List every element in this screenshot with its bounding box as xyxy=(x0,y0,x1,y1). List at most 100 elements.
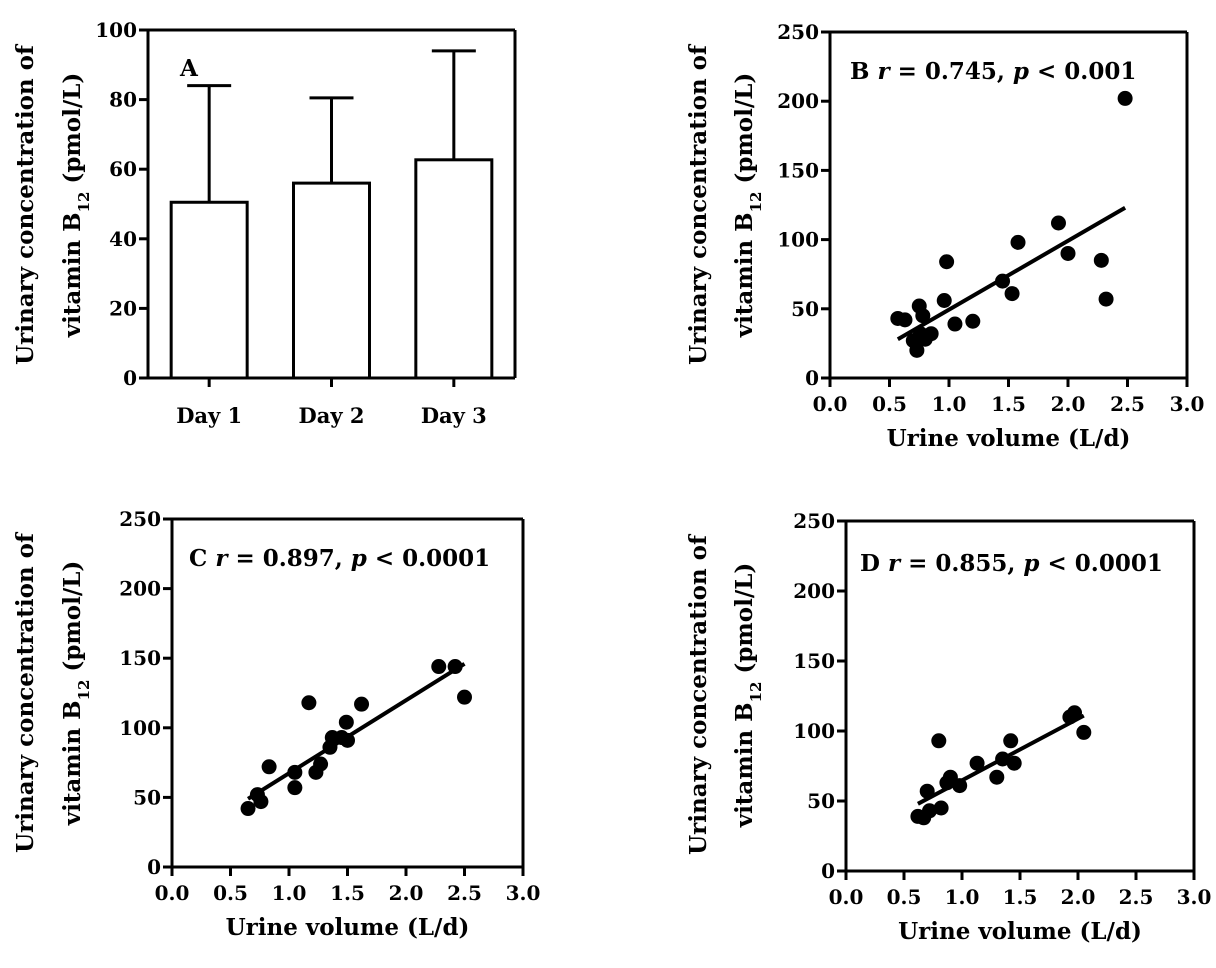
r-value: = 0.897, xyxy=(227,545,350,572)
panel-letter: A xyxy=(179,55,199,82)
ylabel-unit: (pmol/L) xyxy=(59,561,86,680)
y-tick-label: 40 xyxy=(109,227,137,251)
ylabel-subscript: 12 xyxy=(75,680,93,701)
ylabel-unit: (pmol/L) xyxy=(731,73,758,192)
x-tick-label: 2.0 xyxy=(1051,392,1086,416)
x-category-label: Day 2 xyxy=(299,403,365,428)
x-tick-label: 1.5 xyxy=(330,881,365,905)
ylabel-subscript: 12 xyxy=(747,192,765,213)
y-tick-label: 60 xyxy=(109,157,137,181)
ylabel-text: vitamin B xyxy=(59,212,86,338)
x-tick-label: 0.0 xyxy=(813,392,848,416)
data-point xyxy=(1006,755,1022,771)
panel-letter: B xyxy=(850,58,869,85)
panel-2-annotation: C r = 0.897, p < 0.0001 xyxy=(189,545,490,572)
annotation-space xyxy=(880,550,888,577)
r-value: = 0.745, xyxy=(890,58,1013,85)
data-point xyxy=(287,780,303,796)
data-point xyxy=(301,695,317,711)
data-point xyxy=(952,778,968,794)
data-point xyxy=(931,733,947,749)
y-tick-label: 80 xyxy=(109,88,137,112)
panel-0-annotation: A xyxy=(179,55,199,82)
x-tick-label: 1.0 xyxy=(945,885,980,909)
y-tick-label: 150 xyxy=(793,649,835,673)
x-tick-label: 1.0 xyxy=(932,392,967,416)
x-tick-label: 3.0 xyxy=(1170,392,1205,416)
y-tick-label: 250 xyxy=(793,509,835,533)
data-point xyxy=(287,764,303,780)
panel-0-ylabel-line2: vitamin B12 (pmol/L) xyxy=(59,73,93,339)
y-tick-label: 50 xyxy=(133,785,161,809)
x-tick-label: 2.0 xyxy=(389,881,424,905)
data-point xyxy=(965,313,981,329)
data-point xyxy=(1098,291,1114,307)
panel-1-annotation: B r = 0.745, p < 0.001 xyxy=(850,58,1136,85)
panel-0-ylabel-line1: Urinary concentration of xyxy=(12,43,39,365)
data-point xyxy=(969,755,985,771)
p-value: < 0.001 xyxy=(1029,58,1136,85)
data-point xyxy=(989,769,1005,785)
y-tick-label: 0 xyxy=(123,366,137,390)
ylabel-text: vitamin B xyxy=(731,212,758,338)
r-value: = 0.855, xyxy=(900,550,1023,577)
panel-2-ylabel-line2: vitamin B12 (pmol/L) xyxy=(59,561,93,827)
data-point xyxy=(933,800,949,816)
bar xyxy=(169,200,249,380)
p-value: < 0.0001 xyxy=(367,545,490,572)
data-point xyxy=(919,783,935,799)
data-point xyxy=(1003,733,1019,749)
x-axis-label: Urine volume (L/d) xyxy=(887,425,1131,452)
p-symbol: p xyxy=(1013,58,1029,85)
y-tick-label: 250 xyxy=(119,507,161,531)
data-point xyxy=(431,659,447,675)
x-tick-label: 2.0 xyxy=(1061,885,1096,909)
annotation-space xyxy=(207,545,215,572)
data-point xyxy=(1067,705,1083,721)
ylabel-subscript: 12 xyxy=(747,682,765,703)
panel-3-ylabel-line2: vitamin B12 (pmol/L) xyxy=(731,563,765,829)
y-tick-label: 0 xyxy=(147,855,161,879)
r-symbol: r xyxy=(888,550,902,577)
p-symbol: p xyxy=(351,545,367,572)
data-point xyxy=(340,732,355,748)
ylabel-text: vitamin B xyxy=(731,702,758,828)
panel-b: 0 50 100 150 200 250 Urinary concentration of v… xyxy=(685,20,1204,452)
x-tick-label: 0.5 xyxy=(213,881,248,905)
regression-line xyxy=(246,662,466,801)
y-tick-label: 200 xyxy=(777,89,819,113)
data-point xyxy=(909,342,925,358)
x-tick-label: 2.5 xyxy=(447,881,482,905)
y-tick-label: 200 xyxy=(119,577,161,601)
y-tick-label: 50 xyxy=(807,789,835,813)
panel-a: 0 20 40 60 80 100 Urinary concentration of vita… xyxy=(12,18,517,428)
data-point xyxy=(995,273,1011,289)
x-tick-label: 0.0 xyxy=(155,881,190,905)
y-tick-label: 100 xyxy=(95,18,137,42)
x-axis-label: Urine volume (L/d) xyxy=(226,914,470,941)
y-tick-label: 100 xyxy=(119,716,161,740)
data-point xyxy=(1076,724,1092,740)
data-point xyxy=(897,312,913,328)
regression-line xyxy=(896,206,1127,341)
ylabel-subscript: 12 xyxy=(75,192,93,213)
panel-2-ylabel-line1: Urinary concentration of xyxy=(12,531,39,853)
data-point xyxy=(313,756,329,772)
x-tick-label: 0.5 xyxy=(872,392,907,416)
y-tick-label: 200 xyxy=(793,579,835,603)
y-tick-label: 0 xyxy=(821,859,835,883)
data-point xyxy=(457,689,472,705)
x-category-label: Day 3 xyxy=(421,403,487,428)
x-axis-label: Urine volume (L/d) xyxy=(898,918,1142,945)
data-point xyxy=(915,308,931,324)
data-point xyxy=(947,316,963,332)
panel-c: 0 50 100 150 200 250 Urinary concentration of v… xyxy=(12,507,540,941)
bar xyxy=(292,181,371,380)
x-tick-label: 2.5 xyxy=(1110,392,1145,416)
panel-3-ylabel-line1: Urinary concentration of xyxy=(685,533,712,855)
data-point xyxy=(1117,90,1133,106)
data-point xyxy=(936,292,952,308)
y-tick-label: 20 xyxy=(109,296,137,320)
y-tick-label: 250 xyxy=(777,20,819,44)
